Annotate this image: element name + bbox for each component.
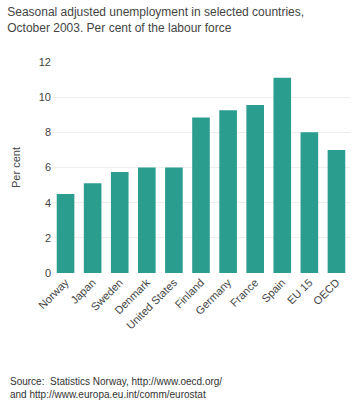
svg-text:Finland: Finland [172,276,206,310]
svg-text:Denmark: Denmark [112,276,152,316]
svg-text:Sweden: Sweden [88,276,125,313]
svg-text:Germany: Germany [193,276,234,317]
svg-text:United States: United States [124,276,180,332]
svg-text:4: 4 [45,197,51,209]
svg-text:France: France [228,276,261,309]
svg-text:6: 6 [45,161,51,173]
svg-text:Japan: Japan [68,276,98,306]
svg-text:OECD: OECD [311,276,342,307]
svg-text:EU 15: EU 15 [285,276,315,306]
svg-text:10: 10 [39,91,51,103]
svg-text:Norway: Norway [36,276,71,311]
svg-text:2: 2 [45,232,51,244]
svg-text:Seasonal adjusted unemployment: Seasonal adjusted unemployment in select… [7,5,304,35]
svg-text:Source: Statistics Norway, ht: Source: Statistics Norway, http://www.oe… [10,376,222,400]
svg-text:12: 12 [39,56,51,68]
svg-text:Spain: Spain [259,276,287,304]
svg-text:Per cent: Per cent [10,147,22,188]
svg-text:8: 8 [45,126,51,138]
svg-text:0: 0 [45,267,51,279]
